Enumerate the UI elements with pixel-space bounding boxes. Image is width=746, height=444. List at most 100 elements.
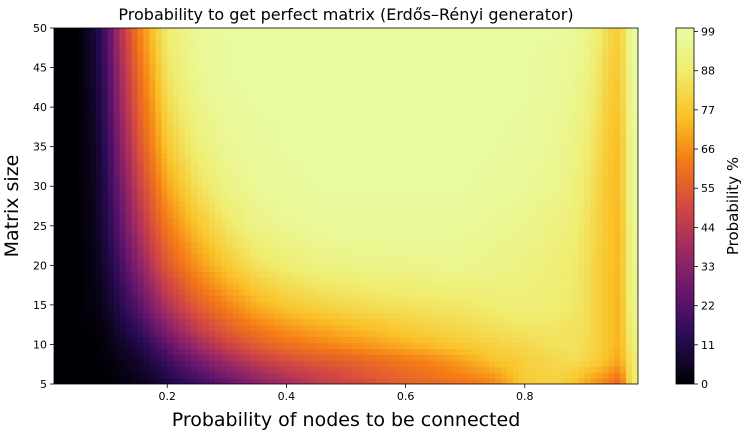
heatmap-cell bbox=[238, 200, 246, 207]
heatmap-cell bbox=[429, 259, 436, 266]
heatmap-cell bbox=[369, 217, 377, 225]
heatmap-cell bbox=[173, 277, 180, 284]
heatmap-cell bbox=[518, 318, 526, 326]
heatmap-cell bbox=[423, 211, 431, 219]
heatmap-cell bbox=[471, 81, 478, 88]
heatmap-cell bbox=[71, 176, 79, 183]
heatmap-cell bbox=[59, 182, 67, 189]
heatmap-cell bbox=[441, 259, 448, 266]
heatmap-cell bbox=[143, 235, 150, 243]
heatmap-cell bbox=[220, 81, 228, 88]
heatmap-cell bbox=[328, 134, 335, 142]
heatmap-cell bbox=[548, 235, 556, 243]
heatmap-cell bbox=[560, 300, 568, 308]
heatmap-cell bbox=[393, 146, 401, 154]
heatmap-cell bbox=[77, 300, 85, 308]
heatmap-cell bbox=[304, 253, 311, 260]
heatmap-cell bbox=[506, 235, 514, 243]
heatmap-cell bbox=[59, 289, 67, 296]
heatmap-cell bbox=[232, 366, 240, 373]
heatmap-cell bbox=[369, 229, 377, 237]
heatmap-cell bbox=[202, 312, 210, 320]
heatmap-cell bbox=[119, 164, 127, 171]
heatmap-cell bbox=[143, 111, 150, 118]
heatmap-cell bbox=[429, 93, 436, 100]
heatmap-cell bbox=[572, 182, 580, 189]
heatmap-cell bbox=[632, 378, 638, 384]
heatmap-cell bbox=[208, 306, 216, 314]
heatmap-cell bbox=[220, 152, 228, 160]
heatmap-cell bbox=[530, 348, 538, 355]
heatmap-cell bbox=[292, 277, 299, 284]
heatmap-cell bbox=[119, 342, 127, 349]
heatmap-cell bbox=[250, 182, 258, 189]
heatmap-cell bbox=[614, 117, 621, 124]
heatmap-cell bbox=[387, 253, 395, 260]
heatmap-cell bbox=[620, 146, 627, 154]
heatmap-cell bbox=[584, 223, 591, 231]
heatmap-cell bbox=[453, 330, 460, 338]
heatmap-cell bbox=[399, 306, 407, 314]
heatmap-cell bbox=[489, 295, 496, 302]
heatmap-cell bbox=[530, 229, 538, 237]
heatmap-cell bbox=[149, 93, 156, 100]
heatmap-cell bbox=[530, 342, 538, 349]
heatmap-cell bbox=[512, 217, 520, 225]
heatmap-cell bbox=[185, 170, 192, 177]
heatmap-cell bbox=[101, 295, 109, 302]
heatmap-cell bbox=[54, 241, 61, 249]
heatmap-cell bbox=[542, 176, 550, 183]
heatmap-cell bbox=[71, 211, 79, 219]
heatmap-cell bbox=[167, 229, 174, 237]
heatmap-cell bbox=[83, 348, 91, 355]
heatmap-cell bbox=[131, 229, 139, 237]
heatmap-cell bbox=[477, 217, 484, 225]
heatmap-cell bbox=[351, 122, 359, 130]
heatmap-cell bbox=[77, 188, 85, 195]
heatmap-cell bbox=[411, 182, 419, 189]
heatmap-cell bbox=[131, 300, 139, 308]
heatmap-cell bbox=[626, 111, 633, 118]
heatmap-cell bbox=[548, 182, 556, 189]
heatmap-cell bbox=[411, 366, 419, 373]
heatmap-cell bbox=[346, 295, 353, 302]
heatmap-cell bbox=[369, 140, 377, 148]
heatmap-cell bbox=[137, 253, 144, 260]
heatmap-cell bbox=[256, 146, 264, 154]
heatmap-cell bbox=[125, 152, 133, 160]
heatmap-cell bbox=[524, 200, 532, 207]
heatmap-cell bbox=[465, 158, 472, 166]
heatmap-cell bbox=[107, 324, 115, 332]
heatmap-cell bbox=[572, 170, 580, 177]
heatmap-cell bbox=[256, 211, 264, 219]
heatmap-cell bbox=[310, 366, 317, 373]
heatmap-cell bbox=[483, 336, 490, 344]
heatmap-cell bbox=[614, 134, 621, 142]
heatmap-cell bbox=[405, 158, 413, 166]
heatmap-cell bbox=[65, 117, 73, 124]
heatmap-cell bbox=[375, 134, 383, 142]
heatmap-cell bbox=[518, 342, 526, 349]
heatmap-cell bbox=[65, 324, 73, 332]
heatmap-cell bbox=[363, 182, 371, 189]
heatmap-cell bbox=[435, 99, 442, 106]
heatmap-cell bbox=[536, 182, 544, 189]
heatmap-cell bbox=[459, 330, 466, 338]
heatmap-cell bbox=[530, 283, 538, 290]
heatmap-cell bbox=[280, 295, 288, 302]
heatmap-cell bbox=[131, 235, 139, 243]
heatmap-cell bbox=[465, 283, 472, 290]
heatmap-cell bbox=[334, 176, 341, 183]
heatmap-cell bbox=[131, 99, 139, 106]
heatmap-cell bbox=[340, 372, 347, 379]
heatmap-cell bbox=[191, 93, 198, 100]
heatmap-cell bbox=[477, 223, 484, 231]
heatmap-cell bbox=[447, 134, 454, 142]
heatmap-cell bbox=[584, 128, 591, 136]
heatmap-cell bbox=[578, 277, 585, 284]
heatmap-cell bbox=[322, 265, 329, 272]
heatmap-cell bbox=[328, 158, 335, 166]
heatmap-cell bbox=[137, 289, 144, 296]
heatmap-cell bbox=[89, 182, 97, 189]
heatmap-cell bbox=[83, 146, 91, 154]
